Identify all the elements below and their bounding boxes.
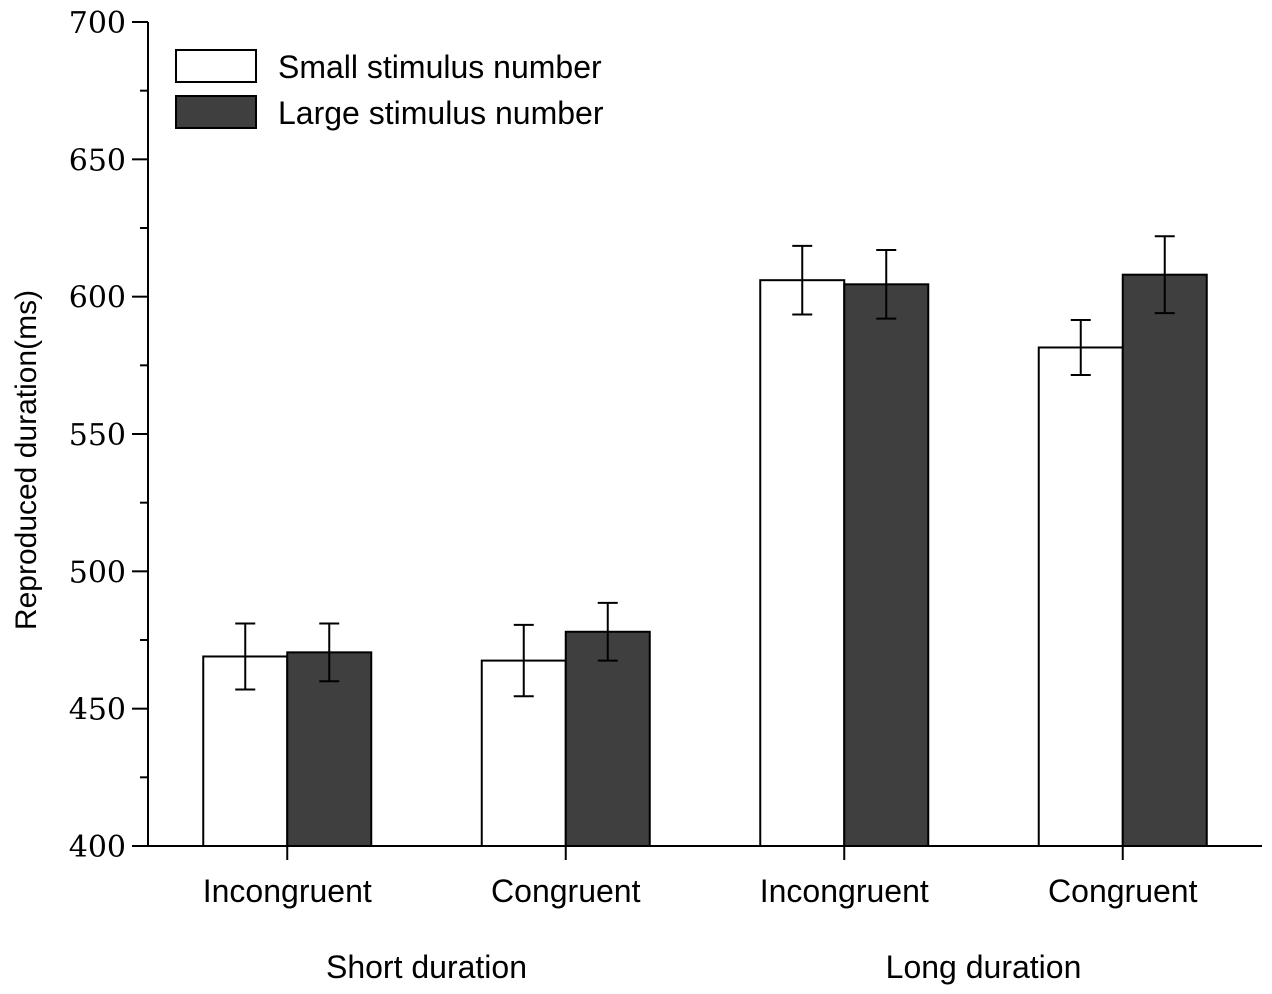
legend-swatch <box>175 95 257 129</box>
bar <box>843 283 930 848</box>
y-tick-label: 600 <box>69 281 126 316</box>
y-tick-label: 700 <box>69 6 126 41</box>
bars <box>202 273 1208 848</box>
y-axis: 400 450 500 550 600 650 700 <box>69 6 149 865</box>
legend: Small stimulus number Large stimulus numb… <box>175 49 604 131</box>
x-tick-label: Incongruent <box>203 873 372 909</box>
y-axis-label: Reproduced duration(ms) <box>10 290 43 630</box>
group-label: Short duration <box>326 949 527 985</box>
x-axis: Incongruent Congruent Incongruent Congruent… <box>148 845 1262 985</box>
y-tick-label: 450 <box>69 693 126 728</box>
legend-swatch <box>175 49 257 83</box>
bar <box>1037 346 1124 847</box>
legend-entry: Large stimulus number <box>278 95 604 131</box>
y-tick-label: 500 <box>69 555 126 590</box>
error-bars <box>235 235 1175 698</box>
group-label: Long duration <box>886 949 1082 985</box>
x-tick-label: Incongruent <box>760 873 929 909</box>
bar <box>564 630 651 848</box>
y-tick-label: 650 <box>69 143 126 178</box>
x-tick-label: Congruent <box>1048 873 1198 909</box>
bar <box>759 279 846 848</box>
y-tick-label: 550 <box>69 418 126 453</box>
bar <box>1121 273 1208 847</box>
y-tick-label: 400 <box>69 830 126 865</box>
bar <box>286 651 373 847</box>
legend-entry: Small stimulus number <box>278 49 602 85</box>
x-tick-label: Congruent <box>491 873 641 909</box>
